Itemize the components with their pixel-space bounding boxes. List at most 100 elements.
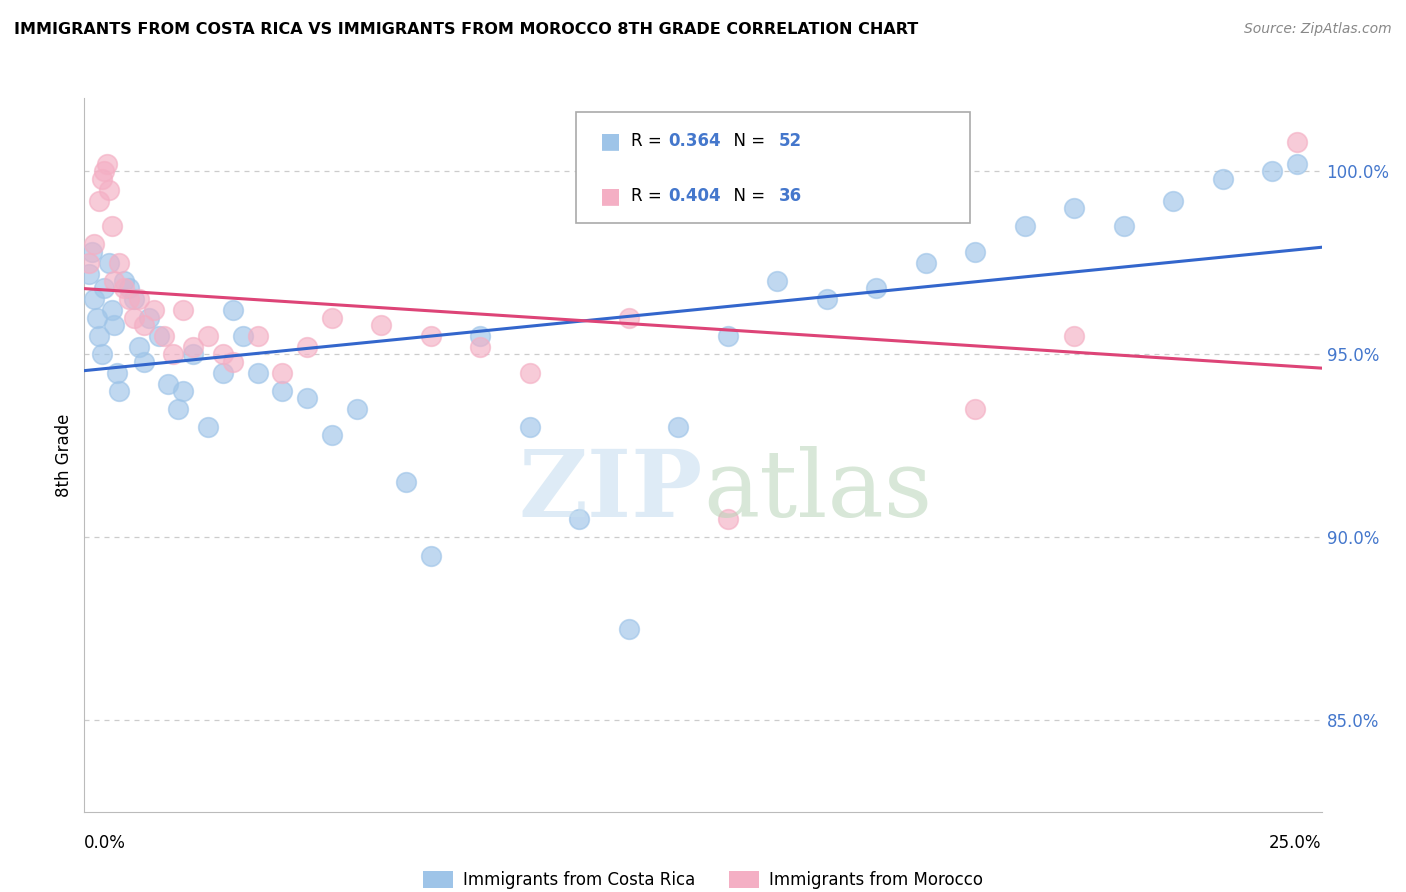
Point (138, 310, 160, 325)
Point (90, 347, 112, 361)
Text: ■: ■ (600, 186, 621, 206)
Point (128, 293, 150, 307)
Point (232, 329, 254, 343)
Point (1161, 194, 1184, 208)
Point (105, 366, 128, 380)
Text: IMMIGRANTS FROM COSTA RICA VS IMMIGRANTS FROM MOROCCO 8TH GRADE CORRELATION CHAR: IMMIGRANTS FROM COSTA RICA VS IMMIGRANTS… (14, 22, 918, 37)
Text: 25.0%: 25.0% (1270, 834, 1322, 852)
Point (112, 281, 135, 295)
Point (167, 402, 190, 417)
Point (1285, 135, 1308, 149)
Point (519, 366, 541, 380)
Point (617, 622, 640, 636)
Point (717, 512, 740, 526)
Point (98, 183, 121, 197)
Text: ZIP: ZIP (519, 446, 703, 535)
Point (1261, 164, 1284, 178)
Point (865, 281, 887, 295)
Point (122, 293, 145, 307)
Point (172, 384, 194, 398)
Point (1285, 157, 1308, 171)
Point (370, 318, 392, 332)
Point (1063, 329, 1085, 343)
Point (197, 420, 219, 434)
Point (419, 549, 441, 563)
Point (766, 274, 789, 288)
Point (295, 391, 318, 405)
Point (89, 194, 111, 208)
Point (419, 329, 441, 343)
Text: Source: ZipAtlas.com: Source: ZipAtlas.com (1244, 22, 1392, 37)
Point (212, 366, 235, 380)
Point (98, 256, 121, 270)
Point (103, 274, 125, 288)
Text: R =: R = (631, 132, 668, 150)
Point (128, 340, 150, 354)
Point (815, 293, 838, 307)
Point (1063, 201, 1085, 215)
Point (142, 303, 165, 318)
Point (965, 244, 987, 259)
Text: ■: ■ (600, 131, 621, 151)
Point (666, 420, 689, 434)
Point (108, 256, 131, 270)
Point (122, 310, 145, 325)
Point (519, 420, 541, 434)
Point (93, 164, 115, 178)
Point (79, 256, 101, 270)
Point (568, 512, 591, 526)
Point (181, 347, 204, 361)
Text: N =: N = (723, 132, 770, 150)
Point (100, 303, 122, 318)
Text: R =: R = (631, 187, 668, 205)
Point (395, 475, 418, 490)
Point (148, 329, 170, 343)
Point (717, 329, 740, 343)
Point (108, 384, 131, 398)
Point (118, 281, 141, 295)
Point (103, 318, 125, 332)
Point (965, 402, 987, 417)
Point (222, 303, 245, 318)
Point (1014, 219, 1036, 234)
Point (152, 329, 174, 343)
Point (132, 318, 155, 332)
Point (212, 347, 235, 361)
Point (90, 171, 112, 186)
Point (118, 293, 141, 307)
Point (112, 274, 135, 288)
Point (321, 310, 343, 325)
Point (93, 281, 115, 295)
Point (470, 340, 492, 354)
Point (1212, 171, 1234, 186)
Y-axis label: 8th Grade: 8th Grade (55, 413, 73, 497)
Point (96, 157, 118, 171)
Point (470, 329, 492, 343)
Point (321, 427, 343, 442)
Point (86, 310, 108, 325)
Point (79, 267, 101, 281)
Text: 52: 52 (779, 132, 801, 150)
Text: atlas: atlas (703, 446, 932, 535)
Point (89, 329, 111, 343)
Point (346, 402, 368, 417)
Point (132, 354, 155, 368)
Text: N =: N = (723, 187, 770, 205)
Text: 0.404: 0.404 (668, 187, 720, 205)
Point (222, 354, 245, 368)
Point (1112, 219, 1135, 234)
Text: 0.0%: 0.0% (84, 834, 127, 852)
Point (914, 256, 936, 270)
Text: 36: 36 (779, 187, 801, 205)
Point (83, 293, 105, 307)
Point (246, 366, 269, 380)
Point (271, 384, 294, 398)
Point (83, 237, 105, 252)
Point (100, 219, 122, 234)
Text: 0.364: 0.364 (668, 132, 720, 150)
Point (172, 303, 194, 318)
Point (271, 366, 294, 380)
Point (617, 310, 640, 325)
Point (157, 376, 180, 391)
Point (80, 244, 103, 259)
